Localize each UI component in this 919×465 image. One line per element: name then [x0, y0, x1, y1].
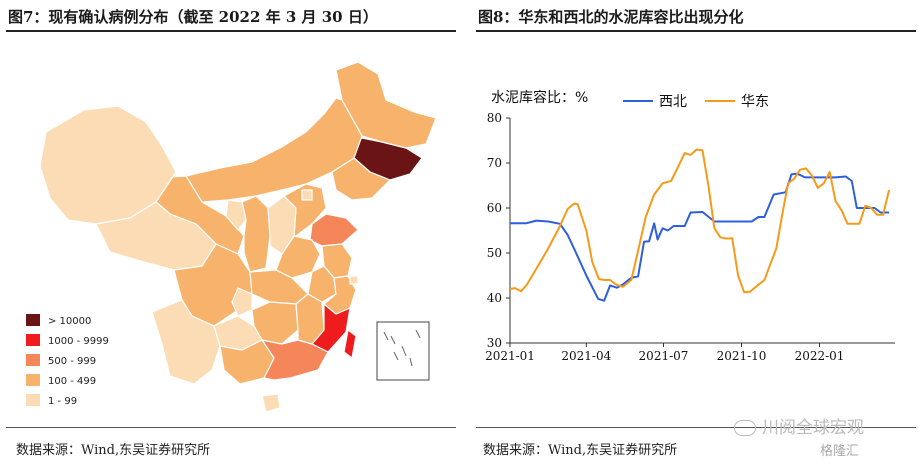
y-tick-label: 70	[487, 156, 502, 170]
x-tick-label: 2021-07	[639, 349, 689, 363]
y-tick-label: 30	[487, 336, 502, 350]
legend-label: 1 - 99	[48, 396, 77, 407]
x-tick-label: 2021-10	[717, 349, 767, 363]
x-tick-label: 2021-01	[485, 349, 535, 363]
province-taiwan	[343, 329, 357, 359]
province-beijing	[301, 189, 313, 201]
chart-source-note: 数据来源：Wind,东吴证券研究所	[483, 443, 678, 458]
province-shanghai	[349, 275, 359, 285]
y-tick-label: 60	[487, 201, 502, 215]
title-rule-right	[476, 30, 916, 32]
legend-swatch	[26, 354, 40, 366]
province-qinghai	[95, 201, 217, 271]
province-inner-mongolia	[185, 97, 363, 203]
province-shaanxi	[241, 195, 271, 273]
watermark-brand: 格隆汇	[820, 444, 860, 459]
legend-label: 1000 - 9999	[48, 336, 109, 347]
legend-swatch	[26, 374, 40, 386]
series-line-northwest	[510, 172, 890, 302]
province-zhejiang	[323, 275, 357, 315]
map-source-note: 数据来源：Wind,东吴证券研究所	[16, 443, 211, 458]
china-case-map: > 10000 1000 - 9999 500 - 999 100 - 499 1 - …	[26, 61, 437, 413]
source-rule-left	[6, 427, 456, 428]
legend-label: 500 - 999	[48, 356, 96, 367]
legend-label: 100 - 499	[48, 376, 96, 387]
title-rule-left	[6, 30, 456, 32]
y-tick-label: 40	[487, 291, 502, 305]
y-tick-label: 50	[487, 246, 502, 260]
south-china-sea-inset	[376, 321, 430, 381]
legend-swatch	[26, 314, 40, 326]
legend-swatch	[26, 394, 40, 406]
chart-figure-title: 图8：华东和西北的水泥库容比出现分化	[478, 8, 744, 26]
watermark-text: 川阅全球宏观	[734, 413, 864, 438]
province-liaoning	[331, 157, 391, 201]
province-chongqing	[231, 287, 253, 317]
source-rule-right	[476, 427, 916, 428]
province-yunnan	[151, 299, 221, 385]
wechat-icon	[734, 420, 756, 436]
province-hainan	[261, 393, 281, 413]
province-shanxi	[267, 195, 297, 255]
legend-swatch	[26, 334, 40, 346]
y-axis-label: 水泥库容比：%	[491, 89, 588, 106]
x-tick-label: 2021-04	[561, 349, 611, 363]
legend-label: > 10000	[48, 316, 91, 327]
series-line-east-china	[509, 148, 891, 294]
chart-legend-label: 西北	[659, 94, 687, 110]
y-tick-label: 80	[487, 111, 502, 125]
x-tick-label: 2022-01	[795, 349, 845, 363]
province-ningxia	[225, 199, 247, 231]
map-figure-title: 图7：现有确认病例分布（截至 2022 年 3 月 30 日）	[8, 8, 378, 26]
cement-inventory-chart: 水泥库容比：% 西北 华东 30 40 50 60 70 80 2021-01 2021-04 2…	[485, 89, 895, 363]
chart-legend-label: 华东	[741, 94, 769, 110]
